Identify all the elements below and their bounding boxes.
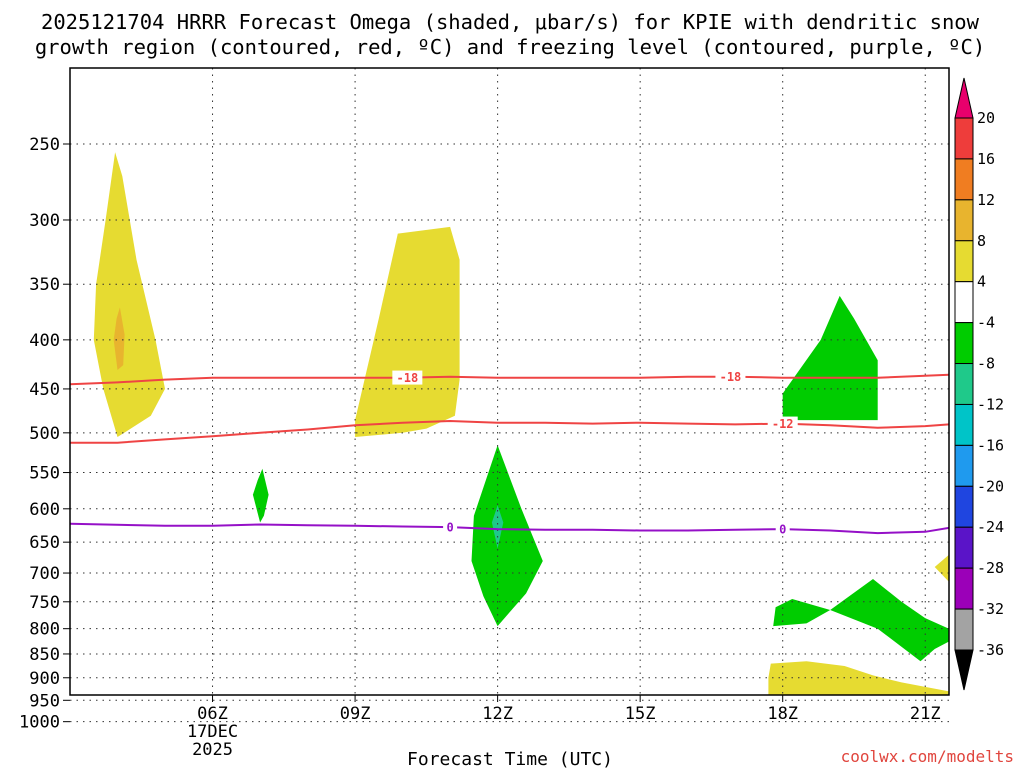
contour-dgz-minus-18 (70, 373, 949, 386)
colorbar-bin--8-to--12 (954, 363, 974, 405)
x-tick-label-09Z: 09Z (340, 704, 371, 724)
colorbar-label-16: 16 (977, 150, 995, 168)
colorbar-label--12: -12 (977, 395, 1004, 413)
shaded-region-omega-neg-4-8-c (471, 445, 543, 627)
contour-label-dgz-minus-18-0: -18 (397, 371, 419, 385)
contour-label-dgz-minus-18-1: -18 (720, 370, 742, 384)
y-tick-label-450: 450 (29, 380, 60, 400)
contour-label-freezing-level-0-0: 0 (446, 521, 453, 535)
contour-freezing-level-0 (70, 522, 949, 535)
y-tick-label-300: 300 (29, 211, 60, 231)
shaded-region-omega-pos-8-12-a (113, 307, 125, 370)
shaded-region-omega-pos-4-8-b (355, 226, 460, 437)
title-line-2: growth region (contoured, red, ºC) and f… (35, 35, 985, 59)
colorbar-upper-extend (954, 77, 974, 119)
colorbar-label--8: -8 (977, 355, 995, 373)
y-tick-label-850: 850 (29, 645, 60, 665)
y-tick-label-750: 750 (29, 593, 60, 613)
y-tick-label-1000: 1000 (19, 713, 60, 733)
x-tick-label-21Z: 21Z (910, 704, 941, 724)
contour-label-freezing-level-0-1: 0 (779, 523, 786, 537)
shaded-region-omega-neg-4-8-a (252, 468, 269, 523)
y-axis: 250 300 350 400 450 500 550 600 650 700 750 800 850 9… (19, 135, 70, 733)
plot-frame (69, 67, 950, 696)
colorbar-bin--32-to--36 (954, 608, 974, 651)
colorbar-bin-12-to-8 (954, 199, 974, 242)
y-tick-label-650: 650 (29, 533, 60, 553)
shaded-region-omega-pos-4-8-h (934, 554, 949, 582)
x-tick-label-15Z: 15Z (625, 704, 656, 724)
colorbar-bin--28-to--32 (954, 567, 974, 610)
colorbar-bin-16-to-12 (954, 158, 974, 201)
y-tick-label-250: 250 (29, 135, 60, 155)
contour-label-bg-freezing-level-0-0 (443, 520, 458, 535)
colorbar: 20 16 12 8 4 -4 -8 -12 -16 -20 -24 -28 -32 -36 (954, 77, 1004, 691)
y-tick-label-500: 500 (29, 424, 60, 444)
colorbar-label--28: -28 (977, 559, 1004, 577)
shaded-region-omega-neg-8-12-c (491, 505, 504, 549)
contour-label-bg-freezing-level-0-1 (775, 522, 790, 537)
y-tick-label-950: 950 (29, 691, 60, 711)
y-tick-label-900: 900 (29, 669, 60, 689)
colorbar-label--24: -24 (977, 518, 1004, 536)
colorbar-lower-extend (954, 649, 974, 691)
colorbar-bin-4-to--4 (954, 281, 974, 324)
title-line-1: 2025121704 HRRR Forecast Omega (shaded, … (41, 10, 980, 34)
contour-dgz-minus-12 (70, 419, 949, 444)
y-tick-label-350: 350 (29, 275, 60, 295)
contour-label-dgz-minus-12-0: -12 (772, 417, 794, 431)
colorbar-bin-20-to-16 (954, 117, 974, 160)
colorbar-label-4: 4 (977, 273, 986, 291)
colorbar-label--20: -20 (977, 477, 1004, 495)
y-tick-label-400: 400 (29, 331, 60, 351)
y-tick-label-700: 700 (29, 564, 60, 584)
x-axis-label: Forecast Time (UTC) (407, 749, 613, 768)
colorbar-label--36: -36 (977, 641, 1004, 659)
shaded-region-omega-neg-4-8-d (782, 295, 878, 421)
y-tick-label-600: 600 (29, 500, 60, 520)
colorbar-label--16: -16 (977, 436, 1004, 454)
colorbar-bin--24-to--28 (954, 526, 974, 569)
x-tick-year: 2025 (192, 740, 233, 760)
contour-label-bg-dgz-minus-18-1 (715, 369, 746, 384)
contour-label-bg-dgz-minus-12-0 (767, 416, 798, 431)
colorbar-label--4: -4 (977, 314, 995, 332)
y-tick-label-800: 800 (29, 620, 60, 640)
x-tick-label-18Z: 18Z (767, 704, 798, 724)
colorbar-label-20: 20 (977, 109, 995, 127)
x-tick-date: 17DEC (187, 722, 238, 742)
credit-text: coolwx.com/modelts (841, 747, 1014, 766)
colorbar-label-8: 8 (977, 232, 986, 250)
colorbar-label-12: 12 (977, 191, 995, 209)
shaded-region-omega-pos-4-8-g (768, 661, 949, 695)
contour-label-bg-dgz-minus-18-0 (392, 370, 423, 385)
colorbar-bin--12-to--16 (954, 403, 974, 446)
shaded-region-omega-neg-4-8-f (830, 579, 949, 662)
x-tick-label-06Z: 06Z (197, 704, 228, 724)
colorbar-bin-8-to-4 (954, 240, 974, 283)
colorbar-bin--20-to--24 (954, 485, 974, 528)
shaded-region-omega-pos-4-8-a (93, 152, 165, 438)
colorbar-bin--16-to--20 (954, 444, 974, 487)
plot-area (93, 152, 949, 695)
x-tick-label-12Z: 12Z (482, 704, 513, 724)
colorbar-label--32: -32 (977, 600, 1004, 618)
colorbar-bin--4-to--8 (954, 322, 974, 365)
shaded-region-omega-neg-4-8-e (773, 599, 831, 627)
gridlines (70, 68, 949, 723)
y-tick-label-550: 550 (29, 464, 60, 484)
contour-lines: -18 -18 -12 0 0 (70, 369, 949, 537)
chart-title: 2025121704 HRRR Forecast Omega (shaded, … (35, 10, 985, 59)
